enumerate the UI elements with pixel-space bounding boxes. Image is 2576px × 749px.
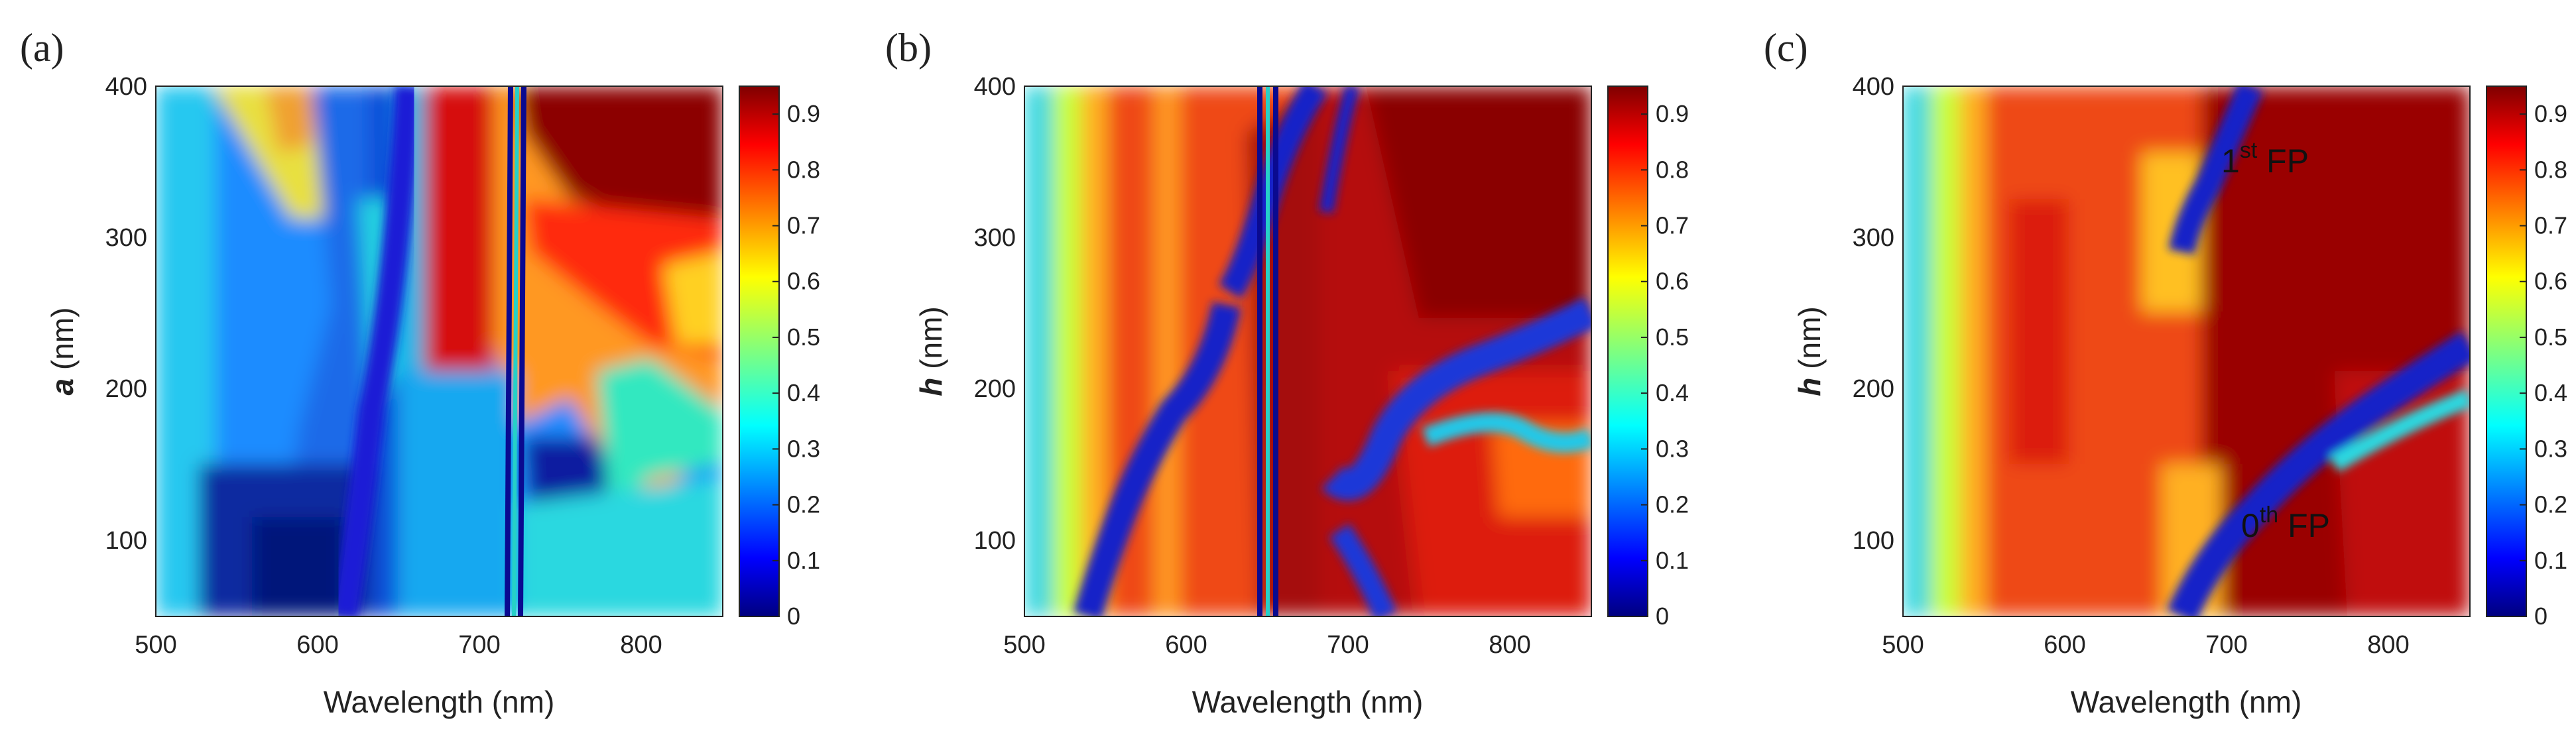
y-ticks-a: 100 200 300 400 <box>105 73 147 555</box>
colorbar-tick-label: 0.9 <box>787 100 820 127</box>
colorbar-tick-label: 0.6 <box>787 268 820 295</box>
y-tick-label: 100 <box>974 527 1016 555</box>
x-ticks-a: 500 600 700 800 <box>135 631 662 659</box>
y-tick-label: 400 <box>1853 73 1894 101</box>
x-tick-label: 800 <box>2367 631 2409 659</box>
colorbar-c: 0 0.1 0.2 0.3 0.4 0.5 0.6 0.7 0.8 0.9 <box>2486 86 2567 630</box>
colorbar-ticks-b: 0 0.1 0.2 0.3 0.4 0.5 0.6 0.7 0.8 0.9 <box>1641 100 1689 630</box>
y-tick-label: 400 <box>974 73 1016 101</box>
fp-annotations: 1st FP 0th FP <box>2221 138 2330 544</box>
heatmap-b <box>1024 86 1591 616</box>
colorbar-tick-label: 0.8 <box>2534 156 2567 183</box>
panel-label-b: (b) <box>885 26 932 70</box>
colorbar-ticks-a: 0 0.1 0.2 0.3 0.4 0.5 0.6 0.7 0.8 0.9 <box>772 100 820 630</box>
y-ticks-b: 100 200 300 400 <box>974 73 1016 555</box>
colorbar-b: 0 0.1 0.2 0.3 0.4 0.5 0.6 0.7 0.8 0.9 <box>1607 86 1689 630</box>
x-axis-title-b: Wavelength (nm) <box>1192 685 1424 719</box>
colorbar-tick-label: 0.2 <box>2534 491 2567 518</box>
colorbar-a: 0 0.1 0.2 0.3 0.4 0.5 0.6 0.7 0.8 0.9 <box>739 86 820 630</box>
y-tick-label: 300 <box>974 224 1016 252</box>
x-tick-label: 500 <box>1003 631 1045 659</box>
y-tick-label: 100 <box>1853 527 1894 555</box>
x-tick-label: 500 <box>1882 631 1924 659</box>
x-axis-title-a: Wavelength (nm) <box>324 685 555 719</box>
fp-label-zeroth: 0th FP <box>2241 502 2330 544</box>
colorbar-tick-label: 0 <box>1656 603 1669 630</box>
colorbar-tick-label: 0.4 <box>1656 379 1689 406</box>
y-axis-title-c: h (nm) <box>1792 306 1827 396</box>
y-tick-label: 300 <box>105 224 147 252</box>
y-axis-title-b: h (nm) <box>914 306 948 396</box>
panel-label-a: (a) <box>20 26 64 70</box>
colorbar-tick-label: 0.8 <box>1656 156 1689 183</box>
y-tick-label: 200 <box>974 375 1016 403</box>
colorbar-tick-label: 0.7 <box>2534 212 2567 239</box>
heatmap-a <box>156 86 723 616</box>
x-tick-label: 600 <box>2044 631 2085 659</box>
y-axis-title-a: a (nm) <box>45 308 80 396</box>
colorbar-tick-label: 0.1 <box>1656 547 1689 574</box>
x-ticks-b: 500 600 700 800 <box>1003 631 1530 659</box>
colorbar-tick-label: 0.6 <box>2534 268 2567 295</box>
x-tick-label: 800 <box>620 631 662 659</box>
colorbar-tick-label: 0 <box>2534 603 2547 630</box>
colorbar-tick-label: 0.7 <box>1656 212 1689 239</box>
colorbar-ticks-c: 0 0.1 0.2 0.3 0.4 0.5 0.6 0.7 0.8 0.9 <box>2520 100 2567 630</box>
x-tick-label: 600 <box>1165 631 1207 659</box>
colorbar-tick-label: 0.7 <box>787 212 820 239</box>
colorbar-tick-label: 0.3 <box>787 435 820 462</box>
colorbar-tick-label: 0.6 <box>1656 268 1689 295</box>
colorbar-tick-label: 0 <box>787 603 800 630</box>
colorbar-tick-label: 0.2 <box>1656 491 1689 518</box>
colorbar-tick-label: 0.5 <box>787 323 820 351</box>
colorbar-tick-label: 0.8 <box>787 156 820 183</box>
x-ticks-c: 500 600 700 800 <box>1882 631 2409 659</box>
colorbar-tick-label: 0.4 <box>2534 379 2567 406</box>
colorbar-tick-label: 0.1 <box>787 547 820 574</box>
colorbar-tick-label: 0.9 <box>2534 100 2567 127</box>
colorbar-tick-label: 0.5 <box>1656 323 1689 351</box>
panel-b: (b) <box>885 26 1689 719</box>
panel-c: (c) 1st FP 0th FP <box>1764 26 2567 719</box>
x-axis-title-c: Wavelength (nm) <box>2071 685 2302 719</box>
x-tick-label: 700 <box>2205 631 2247 659</box>
y-tick-label: 200 <box>1853 375 1894 403</box>
y-ticks-c: 100 200 300 400 <box>1853 73 1894 555</box>
x-tick-label: 700 <box>458 631 500 659</box>
y-tick-label: 400 <box>105 73 147 101</box>
colorbar-tick-label: 0.3 <box>1656 435 1689 462</box>
colorbar-tick-label: 0.4 <box>787 379 820 406</box>
colorbar-tick-label: 0.2 <box>787 491 820 518</box>
panel-a: (a) <box>20 26 820 719</box>
fp-label-first: 1st FP <box>2221 138 2309 180</box>
y-tick-label: 300 <box>1853 224 1894 252</box>
colorbar-tick-label: 0.1 <box>2534 547 2567 574</box>
panel-label-c: (c) <box>1764 26 1808 70</box>
y-tick-label: 100 <box>105 527 147 555</box>
colorbar-tick-label: 0.5 <box>2534 323 2567 351</box>
colorbar-tick-label: 0.9 <box>1656 100 1689 127</box>
x-tick-label: 600 <box>296 631 338 659</box>
x-tick-label: 800 <box>1489 631 1530 659</box>
y-tick-label: 200 <box>105 375 147 403</box>
x-tick-label: 500 <box>135 631 176 659</box>
colorbar-tick-label: 0.3 <box>2534 435 2567 462</box>
heatmap-c <box>1903 86 2470 616</box>
x-tick-label: 700 <box>1327 631 1369 659</box>
